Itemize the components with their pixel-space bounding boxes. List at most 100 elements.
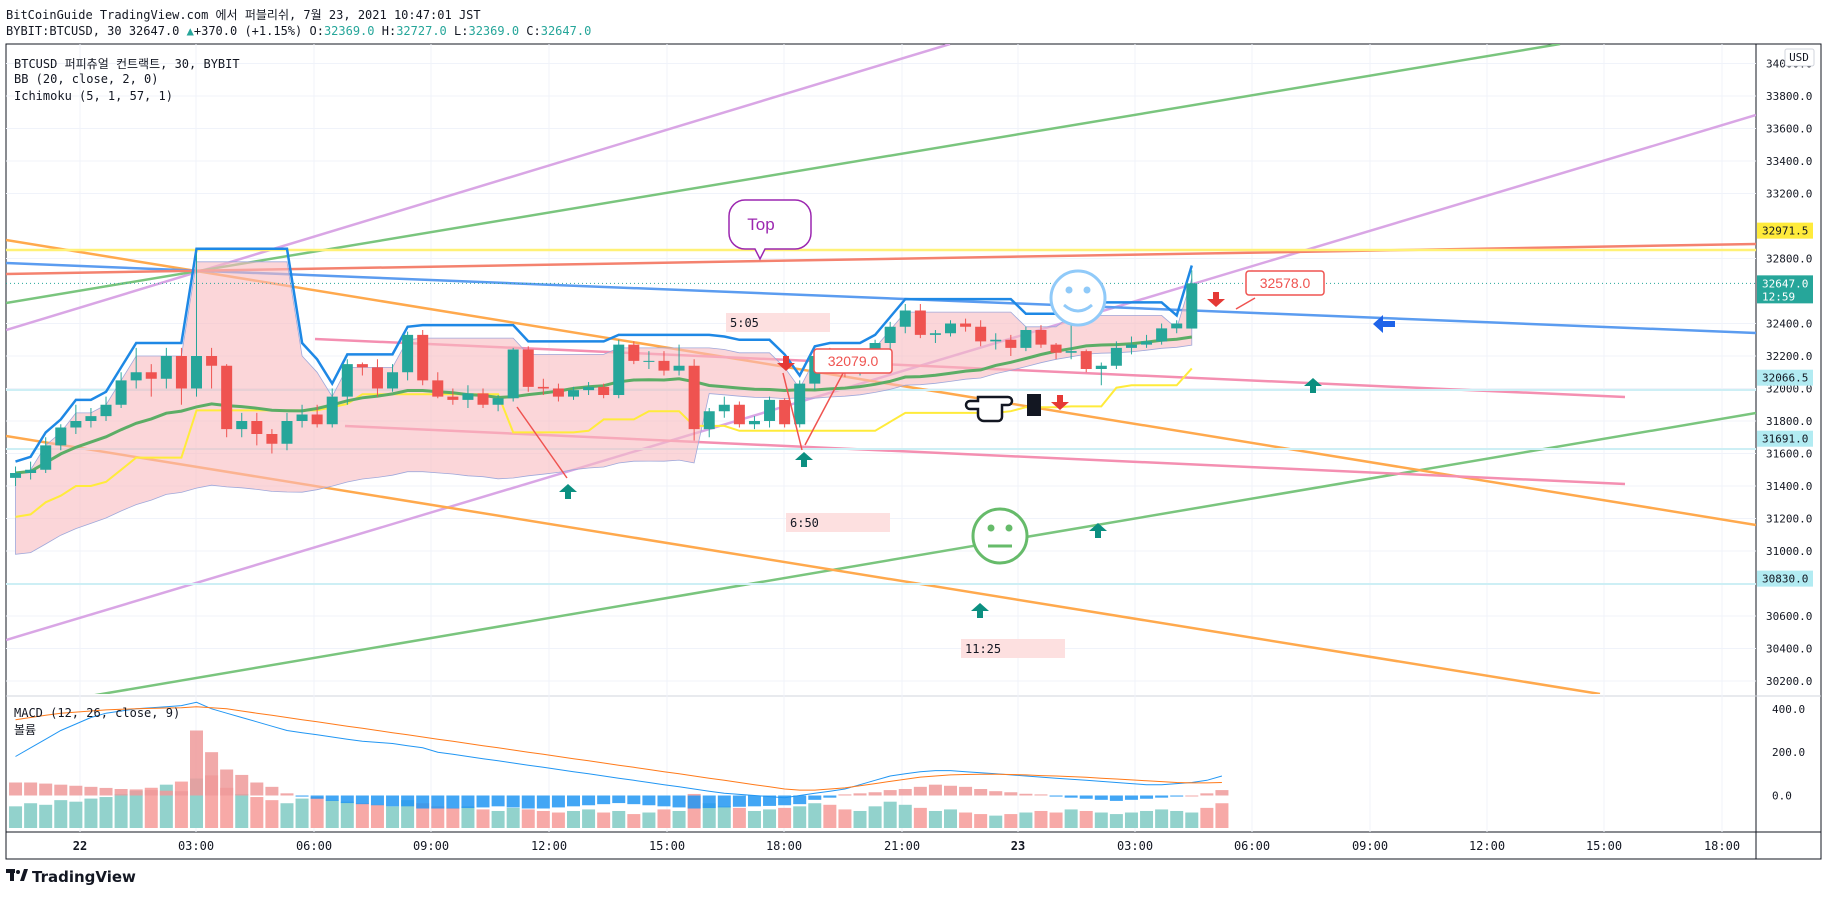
volume-bar xyxy=(717,806,731,828)
volume-bar xyxy=(974,814,988,828)
price-tick-label: 31200.0 xyxy=(1766,513,1812,526)
macd-histogram-bar xyxy=(793,795,807,805)
volume-bar xyxy=(24,803,38,828)
macd-histogram-bar xyxy=(431,795,445,809)
volume-bar xyxy=(823,804,837,828)
symbol-label[interactable]: BYBIT:BTCUSD, 30 xyxy=(6,24,122,38)
candle-body xyxy=(251,421,263,434)
time-axis[interactable]: 22 03:00 06:00 09:00 12:00 15:00 18:00 21:00 23 0… xyxy=(73,839,1740,853)
candle-body xyxy=(462,393,474,400)
left-arrow-icon[interactable] xyxy=(1373,315,1395,333)
green-trendline-upper[interactable] xyxy=(6,44,1561,305)
time-label-box-2[interactable] xyxy=(786,513,890,532)
green-trendline-lower[interactable] xyxy=(90,411,1756,696)
candles[interactable] xyxy=(10,253,1198,486)
legend-bb[interactable]: BB (20, close, 2, 0) xyxy=(14,72,159,86)
volume-bar xyxy=(295,798,309,828)
candle-body xyxy=(1186,283,1198,329)
macd-histogram-bar xyxy=(159,790,173,796)
candle-body xyxy=(718,404,730,412)
candle-body xyxy=(206,356,218,366)
macd-histogram-bar xyxy=(1019,793,1033,796)
macd-histogram-bar xyxy=(355,795,369,805)
up-arrow-icon[interactable] xyxy=(971,603,989,618)
volume-bar xyxy=(54,800,68,828)
price-markers: 32971.5 32647.012:59 32066.5 31691.0 30830.0 xyxy=(1757,222,1813,587)
volume-bar xyxy=(1200,807,1214,828)
macd-histogram-bar xyxy=(114,789,128,796)
legend-title[interactable]: BTCUSD 퍼피츄얼 컨트랙트, 30, BYBIT xyxy=(14,57,240,71)
pointing-hand-icon[interactable] xyxy=(964,394,1041,423)
volume-bar xyxy=(763,809,777,828)
legend-macd[interactable]: MACD (12, 26, close, 9) xyxy=(14,706,181,720)
candle-body xyxy=(85,416,97,421)
price-label-box-1[interactable] xyxy=(813,348,893,374)
volume-bar xyxy=(506,807,520,828)
annotation-arrow-line-2[interactable] xyxy=(782,372,803,451)
up-arrow-icon[interactable] xyxy=(1089,523,1107,538)
ohlc-high-label: H: xyxy=(381,24,397,38)
up-arrow-icon[interactable] xyxy=(795,452,813,467)
footer-brand[interactable]: TradingView xyxy=(6,868,136,886)
macd-histogram-bar xyxy=(959,786,973,796)
violet-trendline-upper[interactable] xyxy=(6,44,951,332)
macd-histogram-bar xyxy=(868,792,882,796)
volume-bar xyxy=(567,810,580,828)
volume-bar xyxy=(9,806,23,828)
currency-badge[interactable] xyxy=(1784,48,1815,67)
top-callout[interactable] xyxy=(728,199,812,261)
ohlc-open: 32369.0 xyxy=(323,24,375,38)
annotations[interactable]: 5:05 6:50 11:25 32079.0 32578.0 Top xyxy=(516,199,1395,658)
macd-histogram-bar xyxy=(687,795,701,809)
blue-trendline[interactable] xyxy=(6,261,1756,335)
macd-histogram-bar xyxy=(174,791,188,796)
arrow-markers[interactable] xyxy=(559,292,1395,618)
macd-histogram-bar xyxy=(190,730,203,796)
smiley-neutral-icon[interactable] xyxy=(971,507,1029,565)
volume-bar xyxy=(582,809,596,828)
symbol-line: BYBIT:BTCUSD, 30 32647.0 ▲+370.0 (+1.15%… xyxy=(6,24,591,38)
price-tick-label: 33600.0 xyxy=(1766,123,1812,136)
macd-histogram-bar xyxy=(24,782,38,796)
down-arrow-icon[interactable] xyxy=(1051,395,1069,410)
chart-frame xyxy=(5,43,1822,860)
macd-histogram-bar xyxy=(446,795,460,809)
macd-histogram-bar xyxy=(913,786,927,796)
candle-body xyxy=(130,372,142,381)
price-label-box-2[interactable] xyxy=(1245,270,1325,296)
time-label-box-3[interactable] xyxy=(961,639,1065,658)
down-arrow-icon[interactable] xyxy=(1207,292,1225,307)
macd-histogram-bar xyxy=(536,795,550,809)
volume-bar xyxy=(265,800,279,828)
candle-body xyxy=(779,399,791,425)
time-label-box-1[interactable] xyxy=(726,313,830,332)
annotation-arrow-line-1[interactable] xyxy=(516,406,568,479)
volume-bar xyxy=(1094,812,1108,828)
candle-body xyxy=(10,473,22,478)
up-arrow-icon[interactable] xyxy=(1304,378,1322,393)
macd-histogram-bar xyxy=(974,789,988,796)
candle-body xyxy=(1141,341,1153,345)
candle-body xyxy=(658,360,670,371)
volume-bar xyxy=(1140,810,1154,828)
up-arrow-icon[interactable] xyxy=(559,484,577,499)
legend-volume[interactable]: 볼륨 xyxy=(14,723,37,737)
candle-body xyxy=(356,364,368,368)
volume-bar xyxy=(446,807,460,828)
legend-ichimoku[interactable]: Ichimoku (5, 1, 57, 1) xyxy=(14,89,173,103)
smiley-happy-icon[interactable] xyxy=(1049,269,1107,327)
candle-body xyxy=(266,434,278,444)
volume-bar xyxy=(536,810,550,828)
volume-bar xyxy=(778,807,792,828)
down-arrow-icon[interactable] xyxy=(777,356,795,371)
time-tick-label: 09:00 xyxy=(413,839,449,853)
macd-histogram-bar xyxy=(1034,794,1048,796)
annotation-arrow-line-4[interactable] xyxy=(1235,297,1256,310)
time-tick-label: 23 xyxy=(1011,839,1025,853)
macd-axis[interactable]: 400.0 200.0 0.0 xyxy=(1772,703,1805,803)
annotation-arrow-line-3[interactable] xyxy=(804,359,851,446)
volume-bar xyxy=(325,800,339,828)
macd-histogram-bar xyxy=(672,795,686,808)
volume-bar xyxy=(793,806,807,828)
